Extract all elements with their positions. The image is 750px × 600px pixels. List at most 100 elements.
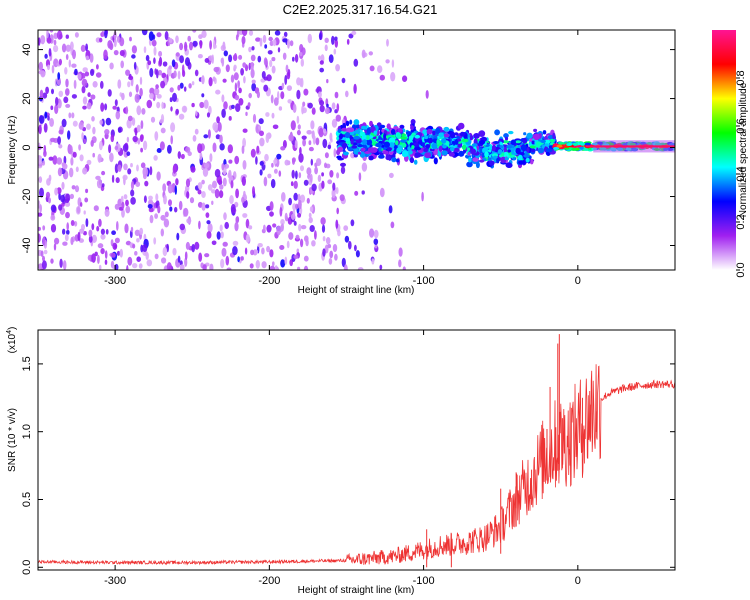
spectrogram-cell	[188, 83, 192, 89]
spectrogram-cell	[525, 157, 530, 163]
spectrogram-cell	[179, 82, 184, 89]
spectrogram-cell	[237, 256, 240, 263]
spectrogram-cell	[321, 224, 326, 233]
spectrogram-cell	[487, 157, 492, 162]
spectrogram-cell	[297, 213, 302, 218]
spectrogram-cell	[245, 234, 250, 243]
spectrogram-cell	[348, 33, 354, 39]
spectrogram-cell	[168, 65, 172, 70]
spectrogram-cell	[402, 266, 406, 270]
spectrogram-cell	[101, 170, 106, 176]
spectrogram-cell	[281, 82, 285, 90]
spectrogram-cell	[297, 193, 301, 202]
spectrogram-cell	[273, 97, 279, 106]
spectrogram-cell	[241, 30, 248, 37]
spectrogram-cell	[309, 173, 313, 183]
spectrogram-cell	[453, 147, 460, 153]
spectrogram-cell	[58, 204, 63, 211]
spectrogram-cell	[47, 115, 50, 121]
spectrogram-cell	[354, 244, 357, 252]
spectrogram-cell	[443, 126, 450, 132]
spectrogram-cell	[61, 181, 65, 190]
spectrogram-cell	[457, 138, 461, 142]
spectrogram-cell	[100, 233, 106, 240]
spectrogram-cell	[228, 169, 232, 179]
spectrogram-cell	[139, 76, 143, 85]
spectrogram-cell	[67, 130, 71, 140]
spectrogram-cell	[470, 148, 476, 155]
spectrogram-cell	[64, 201, 71, 207]
spectrogram-cell	[154, 131, 159, 141]
spectrogram-cell	[105, 117, 112, 126]
spectrogram-cell	[114, 146, 119, 150]
spectrogram-cell	[378, 154, 385, 159]
spectrogram-cell	[296, 77, 301, 86]
spectrogram-cell	[468, 156, 472, 163]
spectrogram-cell	[154, 253, 159, 260]
spectrogram-cell	[130, 180, 135, 190]
spectrogram-cell	[346, 38, 350, 45]
spectrogram-cell	[41, 260, 47, 270]
spectrogram-cell	[583, 147, 589, 151]
x-tick-label: -100	[413, 575, 435, 587]
spectrogram-cell	[290, 120, 296, 131]
spectrogram-cell	[473, 133, 480, 139]
spectrogram-cell	[139, 134, 144, 142]
spectrogram-cell	[388, 205, 393, 214]
spectrogram-cell	[402, 75, 408, 82]
spectrogram-cell	[136, 238, 140, 243]
spectrogram-cell	[222, 177, 227, 187]
spectrogram-cell	[375, 142, 383, 148]
spectrogram-cell	[295, 170, 298, 180]
spectrogram-cell	[197, 54, 203, 59]
spectrogram-cell	[117, 164, 122, 172]
spectrogram-cell	[127, 256, 133, 266]
spectrogram-cell	[552, 132, 556, 140]
spectrogram-cell	[81, 132, 84, 141]
spectrogram-cell	[191, 81, 195, 86]
spectrogram-cell	[141, 108, 146, 115]
spectrogram-cell	[263, 176, 268, 187]
spectrogram-cell	[50, 258, 54, 264]
spectrogram-cell	[225, 64, 230, 73]
spectrogram-cell	[46, 37, 52, 44]
spectrogram-cell	[256, 91, 260, 99]
spectrogram-cell	[244, 247, 248, 255]
spectrogram-cell	[64, 67, 68, 75]
spectrogram-cell	[273, 159, 278, 165]
spectrogram-cell	[294, 53, 299, 63]
spectrogram-cell	[49, 30, 54, 33]
spectrogram-cell	[125, 205, 131, 214]
spectrogram-cell	[74, 68, 78, 76]
spectrogram-cell	[204, 58, 210, 63]
spectrogram-cell	[134, 251, 138, 256]
spectrogram-cell	[121, 92, 125, 101]
colorbar-tick-label: 0.8	[735, 70, 747, 85]
spectrogram-cell	[287, 99, 293, 104]
spectrogram-cell	[333, 48, 337, 55]
snr-y-ticks: 0.0 0.5 1.0 1.5	[21, 356, 675, 575]
spectrogram-cell	[206, 231, 212, 239]
spectrogram-cell	[72, 120, 78, 127]
spectrogram-cell	[271, 112, 275, 119]
spectrogram-cell	[185, 146, 191, 153]
spectrogram-cell	[353, 136, 361, 140]
colorbar: 0.0 0.2 0.4 0.6 0.8 Normalized spectral ampl…	[712, 30, 749, 278]
spectrogram-cell	[327, 179, 333, 185]
spectrogram-cell	[459, 131, 465, 137]
spectrogram-cell	[42, 92, 48, 99]
spectrogram-cell	[323, 128, 327, 134]
spectrogram-cell	[155, 193, 159, 202]
spectrogram-cell	[297, 266, 301, 270]
spectrogram-cell	[449, 131, 456, 139]
spectrogram-cell	[337, 146, 344, 153]
spectrogram-cell	[345, 120, 350, 127]
spectrogram-cell	[156, 69, 159, 79]
spectrogram-cell	[57, 136, 61, 145]
spectrogram-cell	[314, 166, 318, 175]
spectrogram-cell	[300, 225, 307, 230]
spectrogram-cell	[92, 152, 95, 158]
spectrogram-cell	[255, 259, 260, 269]
spectrogram-cell	[353, 58, 359, 67]
